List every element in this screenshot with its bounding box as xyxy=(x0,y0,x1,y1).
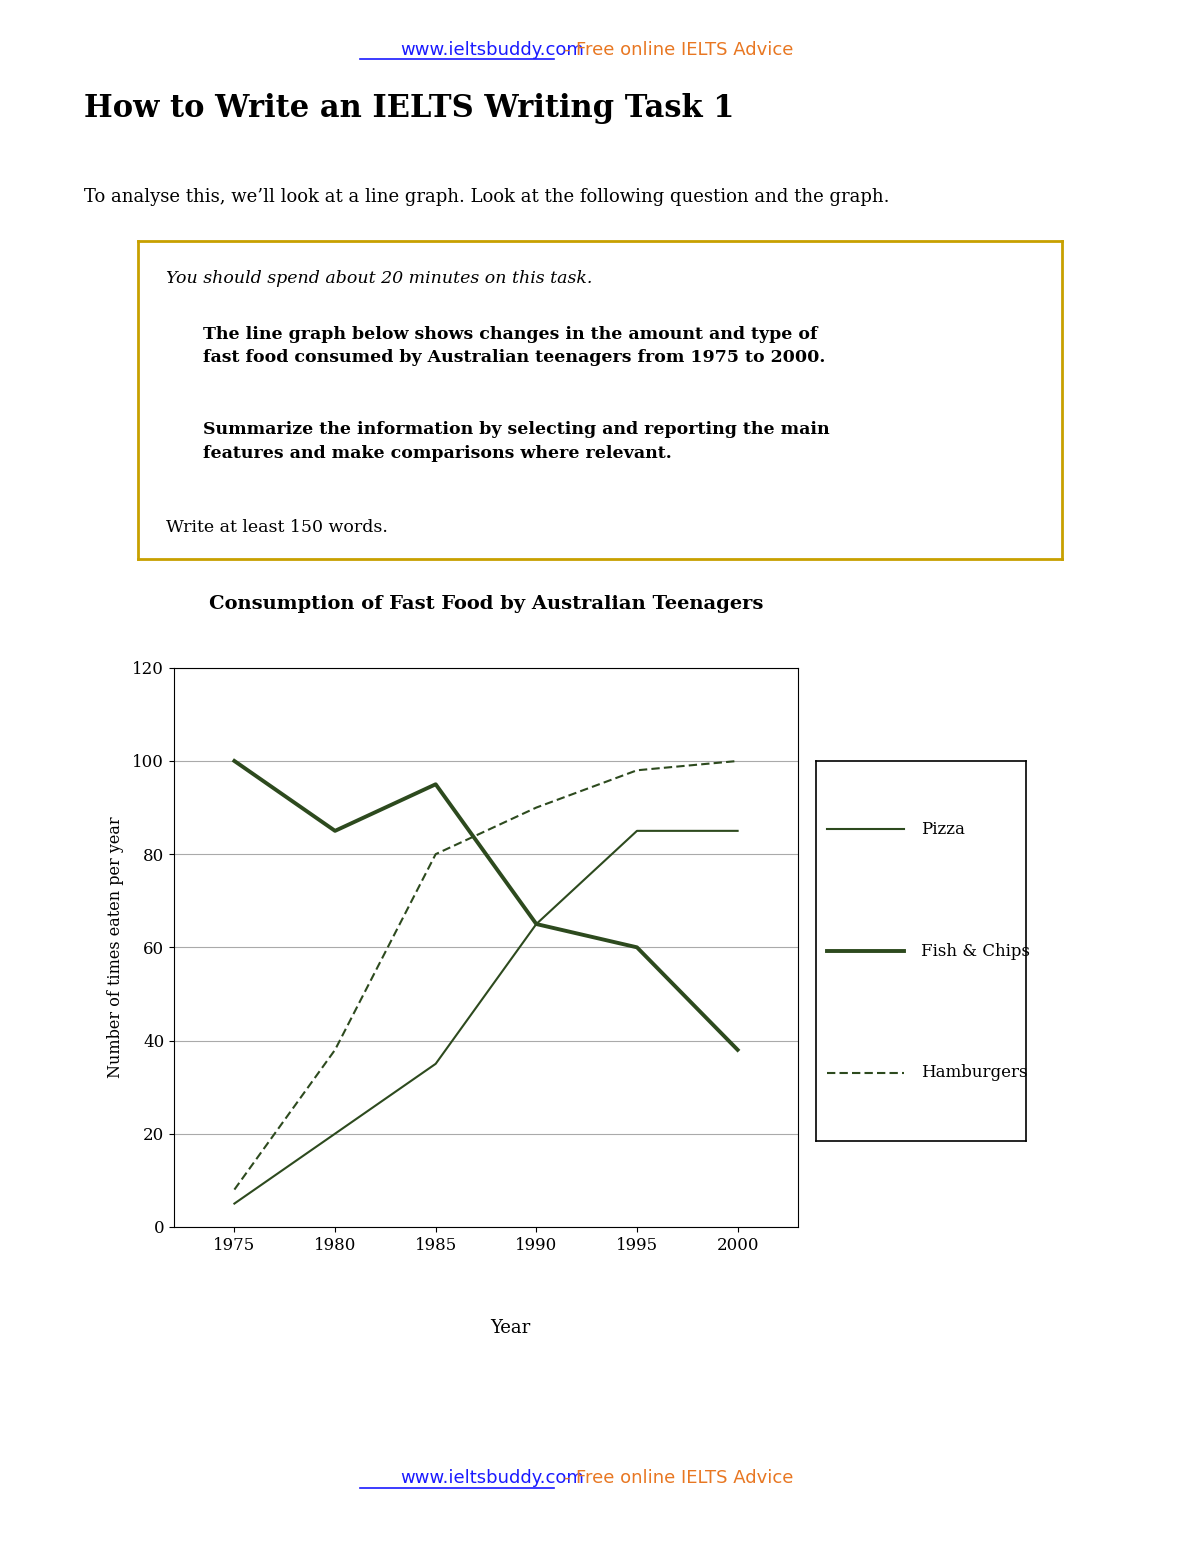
Text: To analyse this, we’ll look at a line graph. Look at the following question and : To analyse this, we’ll look at a line gr… xyxy=(84,188,889,207)
Text: - Free online IELTS Advice: - Free online IELTS Advice xyxy=(558,40,793,59)
Text: Summarize the information by selecting and reporting the main
features and make : Summarize the information by selecting a… xyxy=(203,421,829,461)
Text: Consumption of Fast Food by Australian Teenagers: Consumption of Fast Food by Australian T… xyxy=(209,595,763,613)
Y-axis label: Number of times eaten per year: Number of times eaten per year xyxy=(107,817,124,1078)
Text: www.ieltsbuddy.com: www.ieltsbuddy.com xyxy=(400,40,584,59)
Text: Year: Year xyxy=(490,1318,530,1337)
Text: Write at least 150 words.: Write at least 150 words. xyxy=(166,519,388,536)
Text: Fish & Chips: Fish & Chips xyxy=(922,943,1030,960)
Text: www.ieltsbuddy.com: www.ieltsbuddy.com xyxy=(400,1469,584,1488)
Text: - Free online IELTS Advice: - Free online IELTS Advice xyxy=(558,1469,793,1488)
Text: Hamburgers: Hamburgers xyxy=(922,1064,1027,1081)
Text: Pizza: Pizza xyxy=(922,822,965,839)
Text: You should spend about 20 minutes on this task.: You should spend about 20 minutes on thi… xyxy=(166,270,592,287)
Text: The line graph below shows changes in the amount and type of
fast food consumed : The line graph below shows changes in th… xyxy=(203,326,826,367)
Text: How to Write an IELTS Writing Task 1: How to Write an IELTS Writing Task 1 xyxy=(84,93,734,124)
